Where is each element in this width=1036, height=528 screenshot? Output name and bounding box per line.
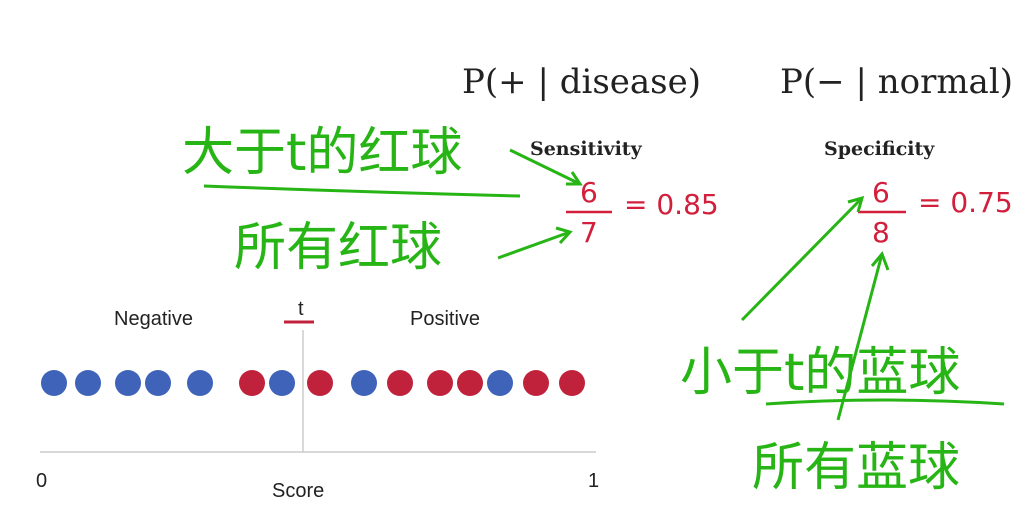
- red-ball: [523, 370, 549, 396]
- red-ball: [239, 370, 265, 396]
- arrow-to-spec-numerator: [740, 196, 864, 322]
- note-all-blue: 所有蓝球: [752, 438, 961, 498]
- axis-min-label: 0: [36, 470, 48, 492]
- specificity-numerator: 6: [872, 176, 890, 209]
- red-ball: [427, 370, 453, 396]
- specificity-denominator: 8: [872, 216, 890, 249]
- axis-title: Score: [272, 480, 325, 502]
- blue-ball: [269, 370, 295, 396]
- threshold-label: t: [298, 298, 304, 320]
- sensitivity-result: = 0.85: [624, 188, 719, 221]
- note-underline-top: [203, 184, 521, 198]
- arrow-head-sens-numerator: [566, 171, 583, 186]
- blue-ball: [187, 370, 213, 396]
- formula-specificity: P(− | normal): [780, 62, 1013, 102]
- positive-label: Positive: [410, 308, 481, 330]
- arrow-head-spec-denominator: [870, 251, 890, 271]
- arrow-head-sens-denominator: [555, 226, 573, 245]
- blue-ball: [75, 370, 101, 396]
- arrow-to-sens-numerator: [509, 148, 581, 186]
- blue-ball: [487, 370, 513, 396]
- red-ball: [559, 370, 585, 396]
- note-blue-below-t: 小于t的蓝球: [680, 343, 961, 403]
- axis-max-label: 1: [588, 470, 600, 492]
- sensitivity-numerator: 6: [580, 176, 598, 209]
- red-ball: [457, 370, 483, 396]
- arrow-to-sens-denominator: [497, 230, 571, 260]
- note-red-above-t: 大于t的红球: [182, 123, 463, 183]
- specificity-heading: Specificity: [824, 138, 935, 160]
- blue-ball: [351, 370, 377, 396]
- note-all-red: 所有红球: [234, 218, 443, 278]
- blue-ball: [145, 370, 171, 396]
- sensitivity-denominator: 7: [580, 216, 598, 249]
- negative-label: Negative: [114, 308, 193, 330]
- balls-group: [41, 370, 585, 396]
- red-ball: [387, 370, 413, 396]
- arrow-to-spec-denominator: [836, 253, 884, 421]
- note-underline-bottom: [765, 398, 1005, 406]
- arrow-group: [497, 148, 890, 421]
- blue-ball: [41, 370, 67, 396]
- blue-ball: [115, 370, 141, 396]
- formula-sensitivity: P(+ | disease): [462, 62, 702, 102]
- red-ball: [307, 370, 333, 396]
- arrow-head-spec-numerator: [847, 195, 865, 213]
- sensitivity-heading: Sensitivity: [530, 138, 642, 160]
- specificity-result: = 0.75: [918, 186, 1013, 219]
